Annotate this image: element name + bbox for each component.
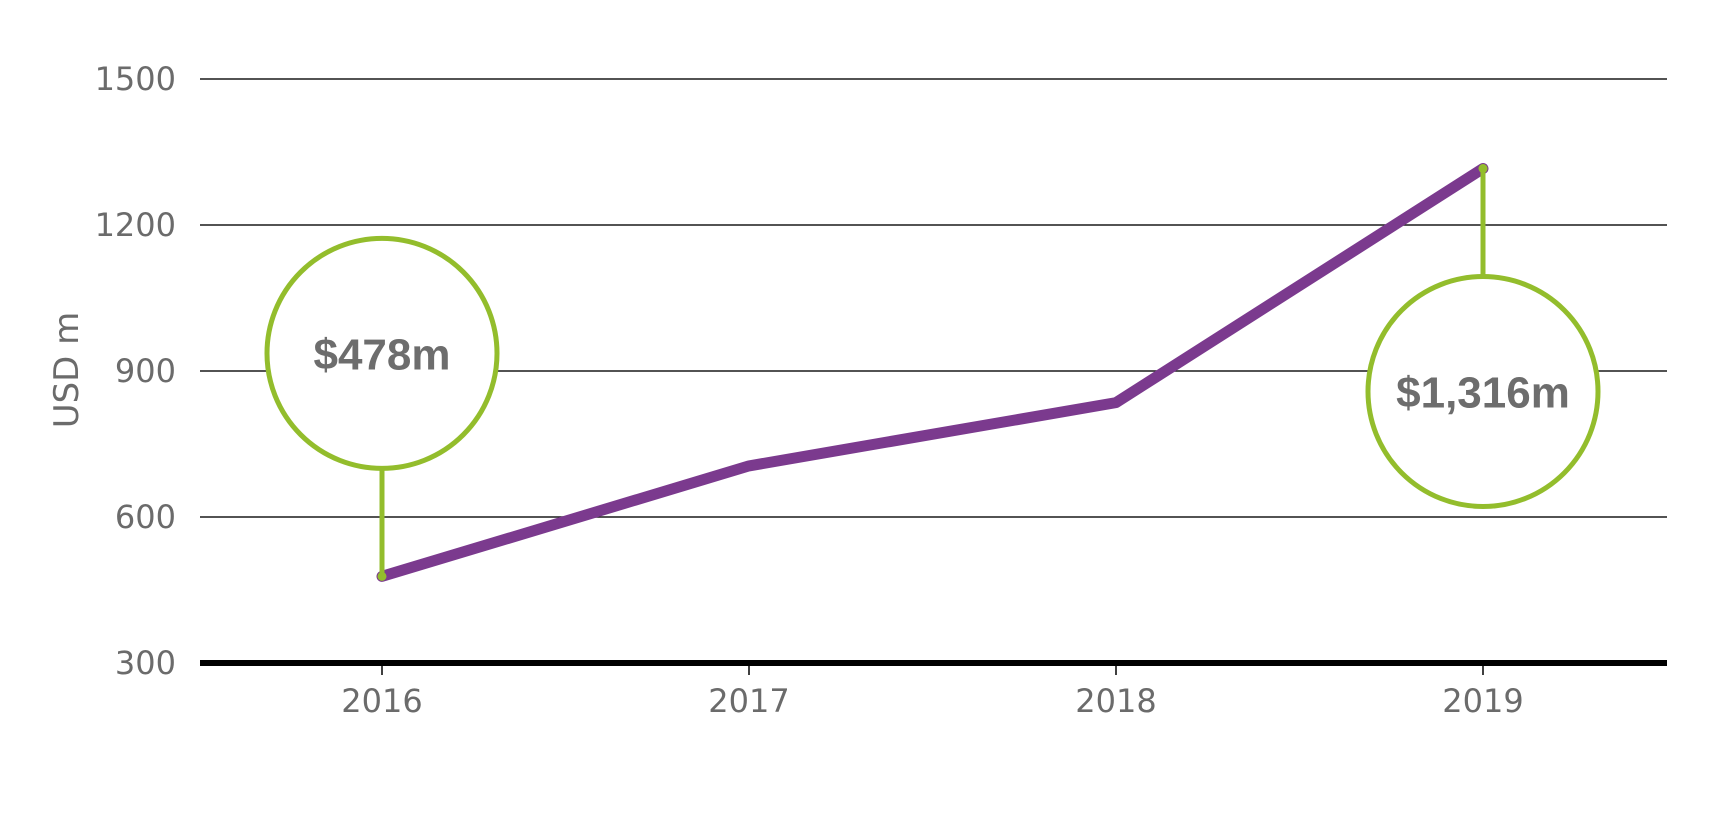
x-tick-label: 2019 <box>1442 682 1523 720</box>
y-axis-title: USD m <box>47 312 87 429</box>
callout-bubble <box>1365 274 1601 510</box>
series-layer <box>376 163 1489 582</box>
callout-anchor-dot <box>1478 164 1488 174</box>
data-label: $1,316m <box>1396 369 1570 418</box>
x-tick-labels: 2016 2017 2018 2019 <box>341 663 1524 720</box>
x-tick-label: 2017 <box>708 682 789 720</box>
data-point <box>745 461 753 470</box>
y-tick-label: 300 <box>115 644 176 682</box>
y-tick-labels: 300 600 900 1200 1500 <box>95 60 176 682</box>
y-tick-label: 600 <box>115 498 176 536</box>
callout-anchor-dot <box>377 571 387 581</box>
annotation-layer: $478m $1,316m <box>264 164 1601 581</box>
callout-bubble <box>264 235 500 471</box>
data-label: $478m <box>313 330 450 379</box>
x-tick-label: 2016 <box>341 682 422 720</box>
y-tick-label: 900 <box>115 352 176 390</box>
y-tick-label: 1200 <box>95 206 176 244</box>
x-tick-label: 2018 <box>1075 682 1156 720</box>
series-line <box>376 163 1489 582</box>
y-tick-label: 1500 <box>95 60 176 98</box>
data-point <box>1112 398 1120 407</box>
